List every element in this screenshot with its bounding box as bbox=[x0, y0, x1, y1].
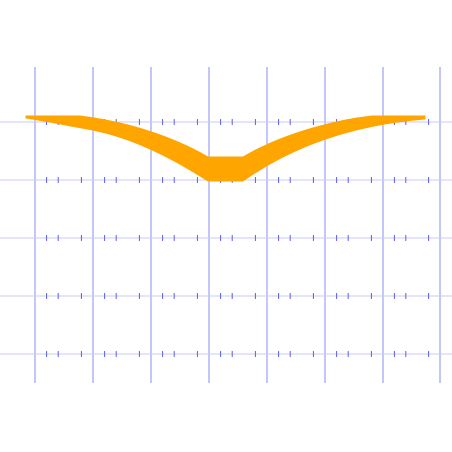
vertical-grid-lines bbox=[34, 67, 441, 383]
orange-curved-band bbox=[25, 115, 426, 182]
minor-tick-marks bbox=[46, 119, 430, 357]
